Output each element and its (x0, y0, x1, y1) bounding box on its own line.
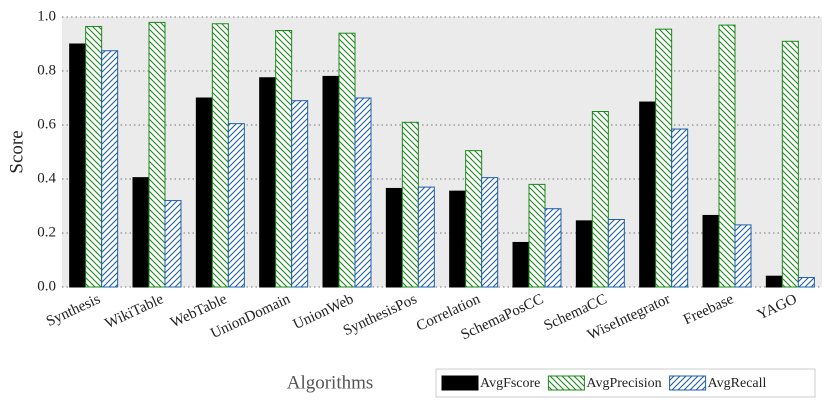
legend-label: AvgRecall (708, 376, 767, 391)
bar (671, 128, 689, 288)
y-axis-label: Score (6, 130, 27, 173)
bar (338, 32, 356, 288)
x-tick-label: SynthesisPos (341, 291, 420, 339)
bar (417, 186, 435, 288)
legend-swatch (669, 375, 707, 391)
bar (544, 208, 562, 288)
y-tick-label: 0.6 (37, 116, 56, 132)
bar (354, 97, 372, 288)
bar (607, 219, 625, 288)
bar (227, 123, 245, 288)
bar (639, 101, 657, 288)
bar (164, 200, 182, 288)
y-tick-label: 0.0 (37, 278, 56, 294)
bar (765, 275, 783, 288)
legend-label: AvgPrecision (586, 376, 661, 391)
bar (401, 121, 419, 288)
bar (702, 214, 720, 288)
bar (132, 177, 150, 288)
bar (259, 77, 277, 288)
bar (734, 224, 752, 288)
x-tick-label: Synthesis (44, 291, 103, 330)
legend-box (435, 368, 816, 398)
plot-area (62, 17, 822, 287)
bar (195, 97, 213, 288)
bar (718, 24, 736, 288)
bar (797, 277, 815, 288)
bar (655, 28, 673, 288)
bar (481, 177, 499, 288)
x-tick-label: YAGO (755, 291, 800, 323)
legend-label: AvgFscore (480, 376, 540, 391)
y-tick-label: 0.2 (37, 224, 56, 240)
bar (69, 43, 87, 288)
bar (85, 25, 103, 288)
bar (781, 40, 799, 288)
legend-swatch (547, 375, 585, 391)
bar (512, 241, 530, 288)
bar (101, 50, 119, 288)
bar (528, 183, 546, 288)
x-tick-label: WikiTable (103, 291, 167, 332)
bar (148, 21, 166, 288)
bar (385, 187, 403, 288)
bar (465, 150, 483, 288)
legend-swatch (441, 375, 479, 391)
bar (211, 23, 229, 288)
bar (575, 220, 593, 288)
y-tick-label: 0.4 (37, 170, 56, 186)
bar (291, 100, 309, 288)
bar (322, 75, 340, 288)
y-tick-label: 1.0 (37, 8, 56, 24)
bar (449, 190, 467, 288)
bar (591, 111, 609, 288)
x-tick-label: Freebase (681, 291, 736, 328)
x-axis-label: Algorithms (287, 372, 374, 393)
y-tick-label: 0.8 (37, 62, 56, 78)
bar (275, 30, 293, 288)
